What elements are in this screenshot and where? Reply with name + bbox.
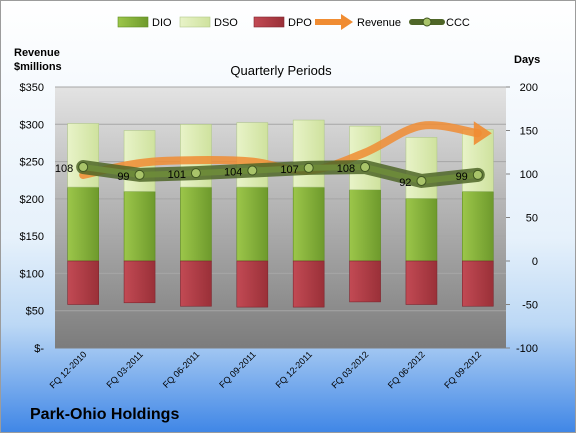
bar-dio — [405, 198, 438, 262]
left-axis-title-line2: $millions — [14, 61, 62, 73]
chart-title: Quarterly Periods — [230, 63, 332, 78]
ccc-marker — [303, 162, 314, 173]
bar-dso — [405, 137, 438, 199]
bar-dio — [67, 186, 99, 262]
bar-dio — [180, 186, 212, 262]
ccc-data-label: 108 — [55, 163, 73, 175]
ccc-data-label: 99 — [456, 171, 468, 183]
ccc-marker — [134, 169, 145, 180]
left-tick-label: $350 — [20, 82, 44, 94]
legend-label: DIO — [152, 17, 172, 29]
ccc-data-label: 92 — [399, 177, 411, 189]
right-tick-label: 100 — [520, 169, 538, 181]
ccc-marker — [190, 168, 201, 179]
bar-dpo — [405, 260, 438, 305]
left-tick-label: $200 — [20, 194, 44, 206]
right-tick-label: 0 — [532, 256, 538, 268]
ccc-data-label: 99 — [117, 171, 129, 183]
right-axis-ticks: -100 -50 0 50 100 150 200 — [506, 82, 538, 355]
ccc-data-label: 107 — [280, 164, 298, 176]
ccc-marker — [78, 162, 89, 173]
bar-dio — [236, 186, 269, 262]
company-name: Park-Ohio Holdings — [30, 406, 180, 423]
right-tick-label: 200 — [520, 82, 538, 94]
right-tick-label: 50 — [526, 213, 538, 225]
legend-label: Revenue — [357, 17, 401, 29]
left-axis-ticks: $- $50 $100 $150 $200 $250 $300 $350 — [20, 82, 45, 355]
right-axis-title: Days — [514, 54, 540, 66]
ccc-marker — [360, 162, 371, 173]
ccc-data-label: 104 — [224, 167, 242, 179]
bar-dpo — [236, 260, 269, 308]
legend-swatch-arrowhead — [341, 14, 353, 30]
legend-swatch — [179, 16, 211, 28]
bar-dio — [123, 191, 156, 262]
bar-dpo — [180, 260, 212, 307]
legend-swatch — [253, 16, 285, 28]
legend-label: DPO — [288, 17, 312, 29]
legend-label: CCC — [446, 17, 470, 29]
bars — [67, 119, 494, 308]
ccc-marker — [247, 165, 258, 176]
left-tick-label: $- — [34, 343, 44, 355]
bar-dpo — [292, 260, 325, 308]
legend-swatch-marker — [422, 17, 432, 27]
legend-swatch — [117, 16, 149, 28]
bar-dpo — [349, 260, 381, 303]
bar-dio — [292, 186, 325, 262]
bar-dso — [292, 119, 325, 188]
ccc-line-inner — [80, 164, 481, 184]
revenue-arrowhead — [473, 121, 492, 146]
ccc-series: 108 99 101 104 107 108 92 99 — [55, 160, 485, 189]
ccc-marker — [472, 169, 483, 180]
left-tick-label: $100 — [20, 268, 44, 280]
left-tick-label: $50 — [26, 306, 44, 318]
bar-dio — [462, 191, 494, 262]
ccc-data-label: 101 — [168, 169, 186, 181]
ccc-marker — [416, 175, 427, 186]
left-tick-label: $150 — [20, 231, 44, 243]
right-tick-label: -100 — [516, 343, 538, 355]
left-tick-label: $250 — [20, 157, 44, 169]
bar-dio — [349, 189, 381, 262]
legend: DIO DSO DPO Revenue CCC — [117, 14, 470, 30]
legend-label: DSO — [214, 17, 238, 29]
bar-dpo — [67, 260, 99, 305]
left-tick-label: $300 — [20, 119, 44, 131]
bar-dpo — [462, 260, 494, 307]
ccc-data-label: 108 — [337, 163, 355, 175]
bar-dpo — [123, 260, 156, 304]
right-tick-label: -50 — [522, 300, 538, 312]
right-tick-label: 150 — [520, 126, 538, 138]
left-axis-title-line1: Revenue — [14, 47, 60, 59]
